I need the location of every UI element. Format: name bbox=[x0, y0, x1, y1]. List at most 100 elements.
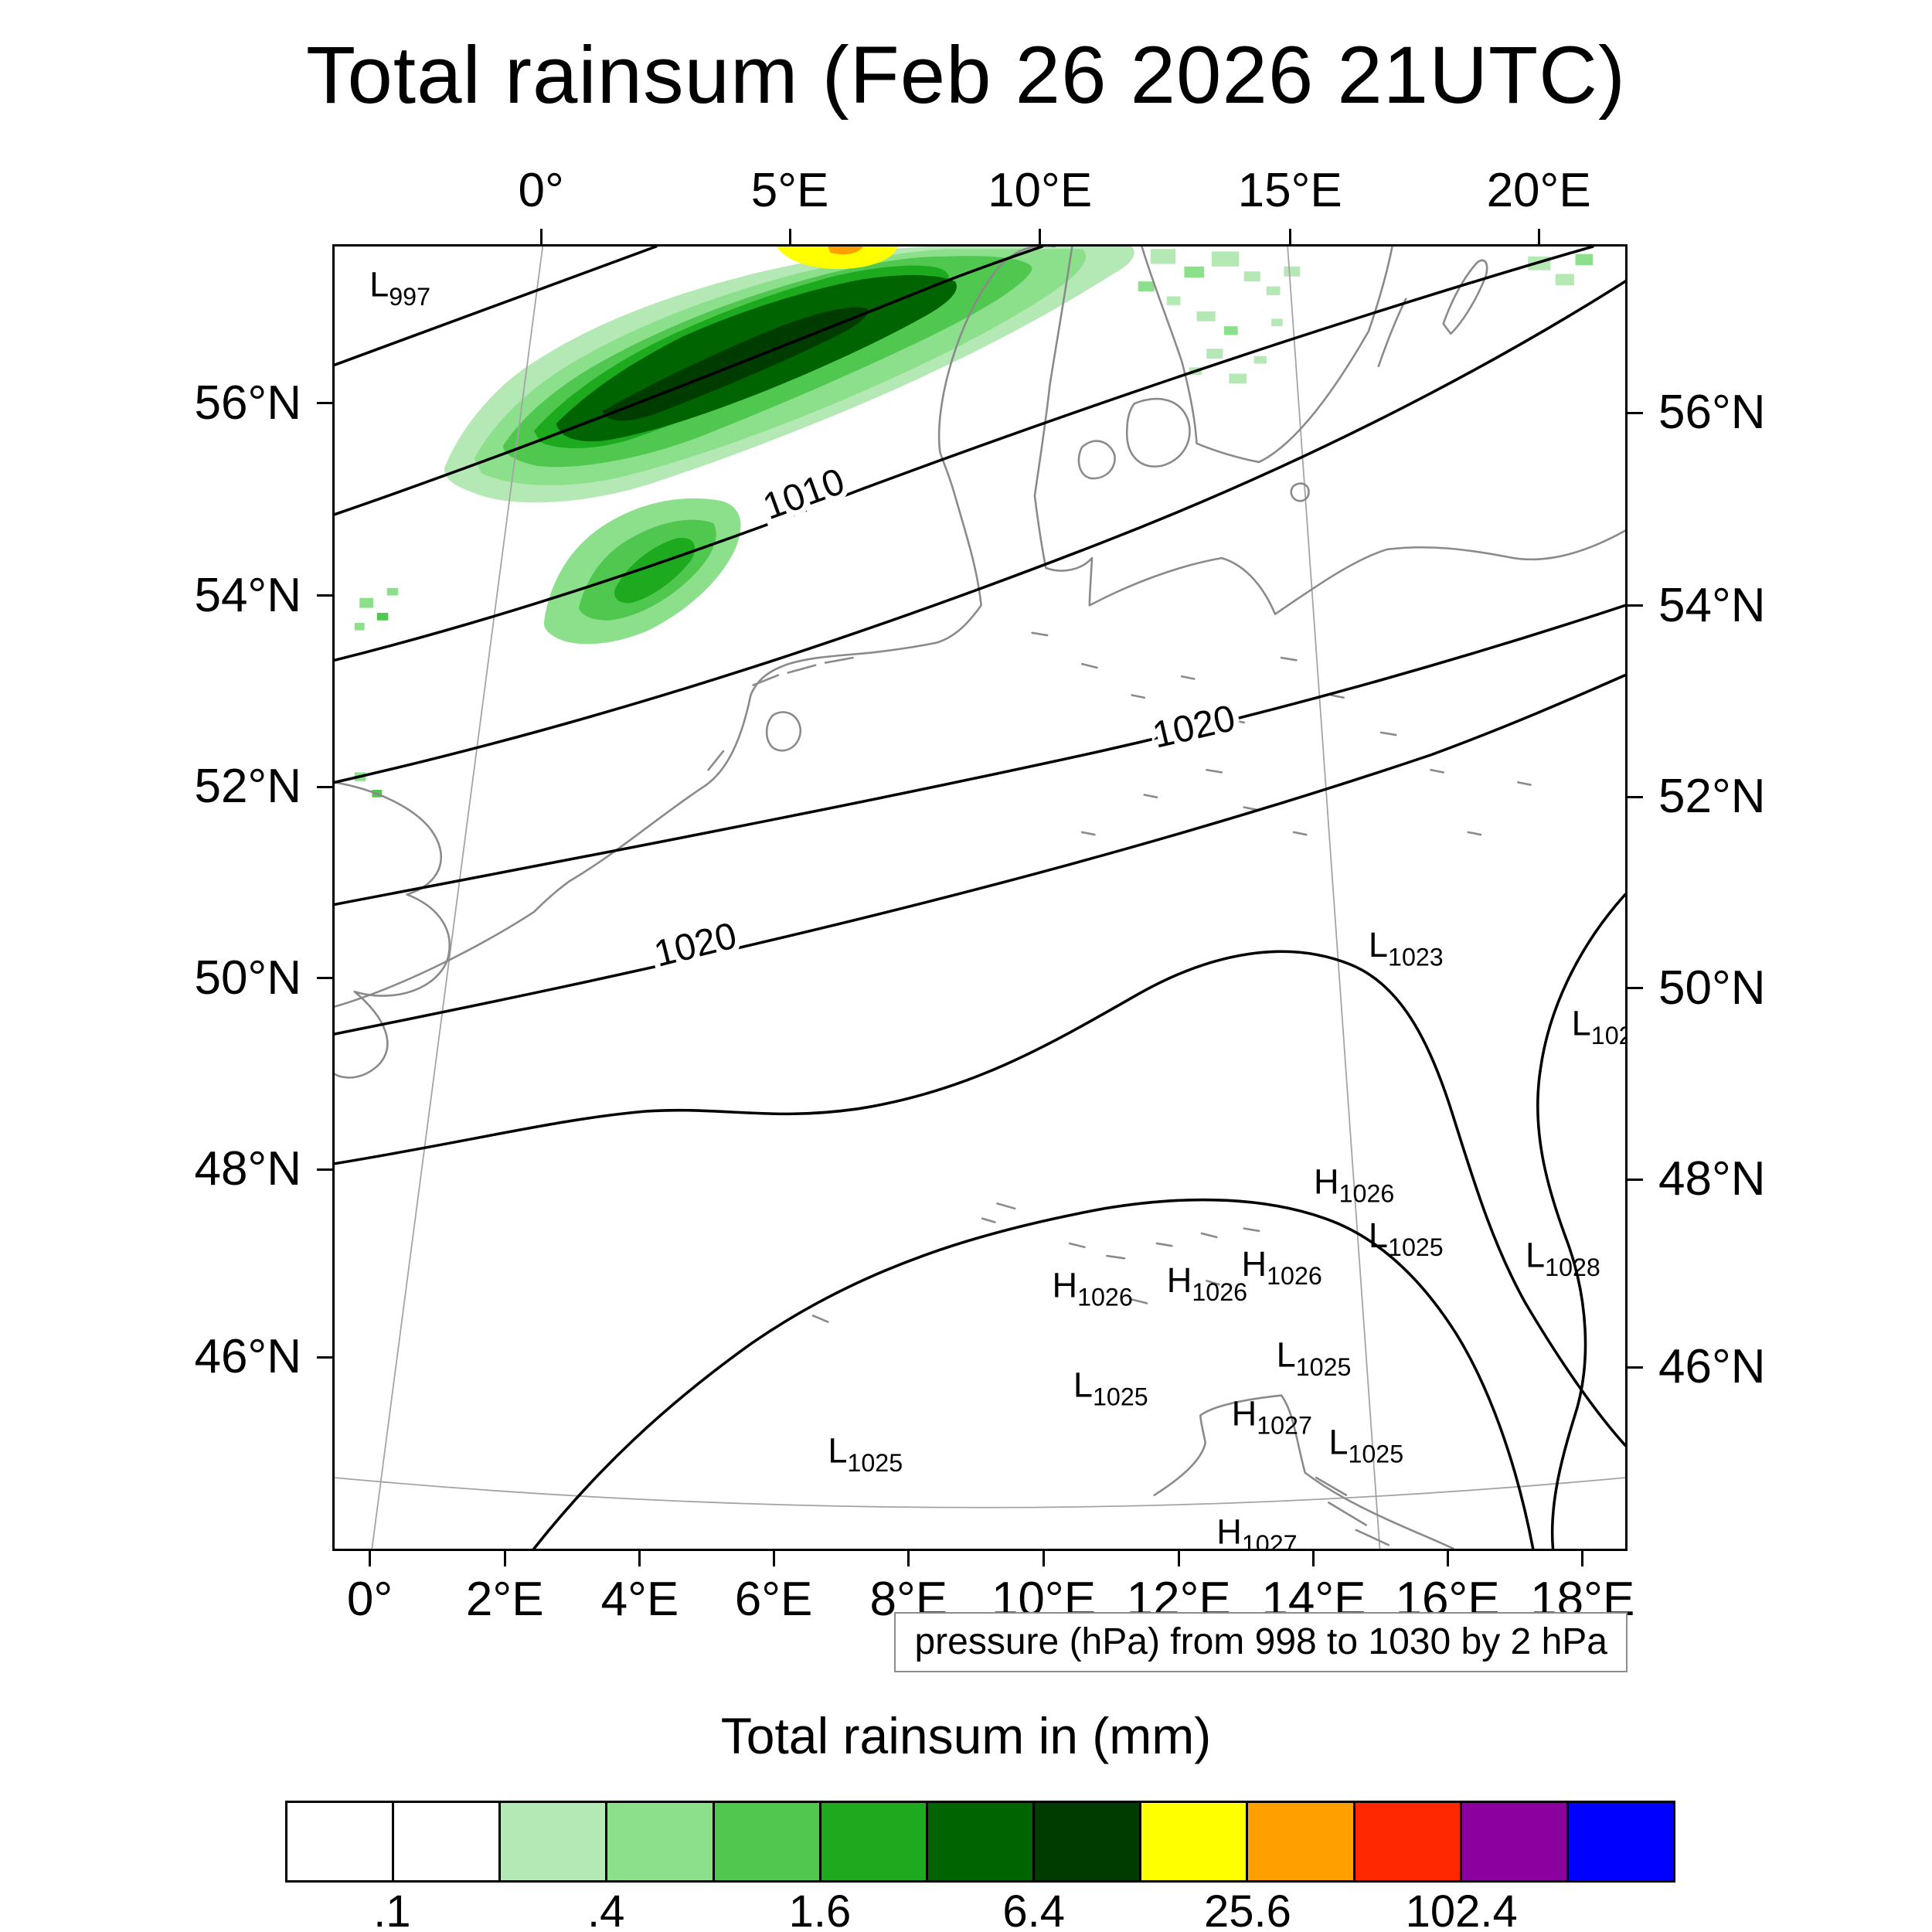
colorbar-cell bbox=[1246, 1803, 1353, 1880]
pressure-caption: pressure (hPa) from 998 to 1030 by 2 hPa bbox=[894, 1612, 1628, 1672]
axis-tick-bottom bbox=[1177, 1551, 1180, 1566]
axis-tick-right bbox=[1628, 411, 1643, 414]
pressure-center-label: L997 bbox=[369, 264, 430, 310]
pressure-center-label: L1028 bbox=[1526, 1236, 1600, 1281]
colorbar bbox=[285, 1801, 1675, 1883]
colorbar-tick-label: .1 bbox=[373, 1886, 411, 1932]
isobar-value-label: 1010 bbox=[757, 461, 850, 529]
graticule-lines bbox=[335, 247, 1625, 1549]
parallel-arc bbox=[335, 1477, 1625, 1509]
axis-tick-left bbox=[317, 402, 332, 404]
isobar-contours bbox=[335, 247, 1625, 1549]
axis-tick-top bbox=[539, 229, 543, 244]
pressure-center-label: H1026 bbox=[1167, 1260, 1247, 1306]
lake-ijsselmeer bbox=[765, 711, 802, 752]
axis-tick-bottom bbox=[638, 1551, 641, 1566]
axis-label-bottom: 2°E bbox=[465, 1573, 544, 1626]
colorbar-tick-label: 6.4 bbox=[1002, 1886, 1066, 1932]
colorbar-tick-label: 1.6 bbox=[788, 1886, 852, 1932]
pressure-center-label: L1023 bbox=[1369, 925, 1444, 971]
axis-label-right: 56°N bbox=[1658, 386, 1766, 440]
pressure-center-label: H1027 bbox=[1232, 1393, 1312, 1439]
colorbar-cell bbox=[392, 1803, 499, 1880]
axis-tick-left bbox=[317, 594, 332, 597]
colorbar-cell bbox=[712, 1803, 819, 1880]
pressure-center-label: L1025 bbox=[828, 1431, 903, 1477]
axis-tick-bottom bbox=[369, 1551, 372, 1566]
axis-label-top: 0° bbox=[518, 164, 564, 217]
axis-tick-bottom bbox=[503, 1551, 506, 1566]
axis-label-right: 48°N bbox=[1658, 1152, 1766, 1206]
axis-label-right: 46°N bbox=[1658, 1340, 1766, 1394]
axis-tick-top bbox=[1537, 229, 1540, 244]
colorbar-cell bbox=[605, 1803, 713, 1880]
axis-label-top: 20°E bbox=[1486, 164, 1591, 217]
island-gotland bbox=[1442, 259, 1488, 335]
colorbar-cell bbox=[1566, 1803, 1674, 1880]
axis-label-left: 52°N bbox=[194, 760, 301, 814]
axis-label-right: 54°N bbox=[1658, 578, 1766, 632]
axis-tick-bottom bbox=[907, 1551, 910, 1566]
axis-label-left: 50°N bbox=[194, 951, 301, 1005]
coast-britain bbox=[335, 781, 451, 1079]
axis-tick-left bbox=[317, 1168, 332, 1171]
coast-denmark-east bbox=[1033, 247, 1625, 615]
isobar-value-label: 1020 bbox=[650, 914, 740, 975]
axis-tick-right bbox=[1628, 795, 1643, 798]
axis-tick-left bbox=[317, 785, 332, 788]
pressure-center-label: H1026 bbox=[1052, 1265, 1132, 1311]
axis-label-bottom: 0° bbox=[346, 1573, 393, 1626]
colorbar-cell bbox=[1139, 1803, 1247, 1880]
adriatic-islands bbox=[1315, 1476, 1390, 1546]
axis-tick-right bbox=[1628, 1366, 1643, 1369]
colorbar-cell bbox=[1352, 1803, 1460, 1880]
colorbar-tick-label: 25.6 bbox=[1204, 1886, 1291, 1932]
map-plot-svg: 1010 1020 1020 L997 L1023 L1028 H1026 L1025 H10… bbox=[335, 247, 1625, 1549]
axis-tick-top bbox=[788, 229, 791, 244]
axis-tick-left bbox=[317, 1355, 332, 1359]
colorbar-tick-label: 102.4 bbox=[1405, 1886, 1518, 1932]
colorbar-cell bbox=[498, 1803, 606, 1880]
island-funen bbox=[1077, 440, 1116, 480]
map-plot-area: 1010 1020 1020 L997 L1023 L1028 H1026 L1025 H10… bbox=[332, 244, 1628, 1551]
axis-label-left: 48°N bbox=[194, 1142, 301, 1196]
axis-label-top: 15°E bbox=[1237, 164, 1342, 217]
coast-continent bbox=[335, 247, 1056, 1008]
rain-shading bbox=[354, 247, 1594, 798]
pressure-center-label: L1025 bbox=[1073, 1365, 1148, 1410]
axis-tick-top bbox=[1039, 229, 1042, 244]
terrain-speckles bbox=[1031, 631, 1532, 836]
axis-tick-right bbox=[1628, 1178, 1643, 1181]
axis-label-right: 50°N bbox=[1658, 961, 1766, 1015]
colorbar-cell bbox=[925, 1803, 1033, 1880]
pressure-center-label: L1025 bbox=[1328, 1422, 1403, 1468]
pressure-center-label: H1026 bbox=[1314, 1162, 1394, 1207]
axis-label-left: 54°N bbox=[194, 568, 301, 622]
isobar-value-label: 1020 bbox=[1148, 697, 1239, 757]
pressure-center-label: H1026 bbox=[1242, 1244, 1322, 1290]
colorbar-title: Total rainsum in (mm) bbox=[720, 1707, 1212, 1764]
axis-label-bottom: 6°E bbox=[734, 1573, 813, 1626]
coast-adriatic bbox=[1153, 1394, 1454, 1549]
axis-tick-top bbox=[1288, 229, 1291, 244]
axis-tick-bottom bbox=[1446, 1551, 1449, 1566]
pressure-center-label: L1028 bbox=[1572, 1004, 1625, 1049]
axis-tick-bottom bbox=[1312, 1551, 1315, 1566]
colorbar-cell bbox=[287, 1803, 393, 1880]
pressure-center-label: H1027 bbox=[1216, 1512, 1297, 1549]
axis-tick-bottom bbox=[1581, 1551, 1584, 1566]
chart-title: Total rainsum (Feb 26 2026 21UTC) bbox=[306, 30, 1626, 121]
axis-label-left: 46°N bbox=[194, 1330, 301, 1384]
axis-label-bottom: 4°E bbox=[600, 1573, 679, 1626]
colorbar-tick-label: .4 bbox=[587, 1886, 625, 1932]
island-bornholm bbox=[1290, 482, 1310, 502]
axis-tick-right bbox=[1628, 987, 1643, 990]
colorbar-cell bbox=[818, 1803, 926, 1880]
pressure-center-label: L1025 bbox=[1369, 1216, 1444, 1261]
coast-sweden bbox=[1141, 247, 1393, 464]
axis-label-left: 56°N bbox=[194, 376, 301, 430]
meridian-15E bbox=[1287, 247, 1381, 1549]
colorbar-cell bbox=[1459, 1803, 1566, 1880]
axis-label-right: 52°N bbox=[1658, 770, 1766, 824]
